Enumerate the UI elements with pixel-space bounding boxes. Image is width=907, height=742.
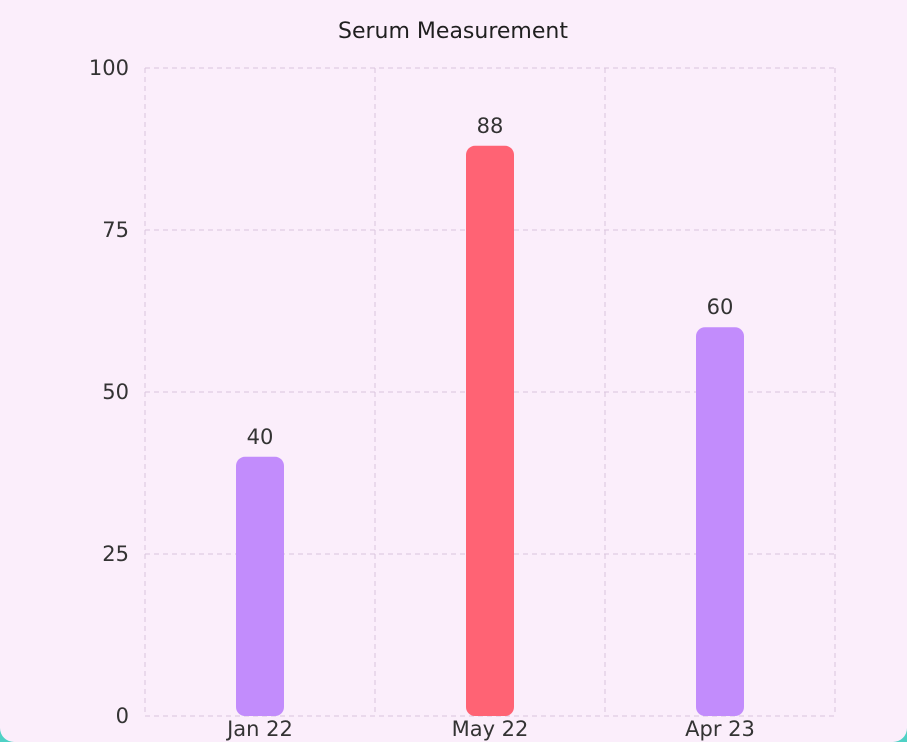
y-tick-label: 75 <box>102 218 129 242</box>
y-tick-label: 100 <box>89 56 129 80</box>
bar[interactable] <box>696 327 744 716</box>
y-tick-label: 50 <box>102 380 129 404</box>
y-axis-ticks: 0 25 50 75 100 <box>89 56 129 728</box>
x-tick-label: Apr 23 <box>685 717 755 741</box>
x-axis-ticks: Jan 22 May 22 Apr 23 <box>225 717 755 741</box>
bars <box>236 145 744 716</box>
x-tick-label: Jan 22 <box>225 717 293 741</box>
x-tick-label: May 22 <box>452 717 529 741</box>
data-labels: 40 88 60 <box>247 114 734 449</box>
bar-value-label: 60 <box>707 295 734 319</box>
bar[interactable] <box>236 456 284 716</box>
bar[interactable] <box>466 145 514 716</box>
y-tick-label: 25 <box>102 542 129 566</box>
y-tick-label: 0 <box>116 704 129 728</box>
bar-value-label: 40 <box>247 425 274 449</box>
chart-title: Serum Measurement <box>338 19 568 44</box>
bar-value-label: 88 <box>477 114 504 138</box>
